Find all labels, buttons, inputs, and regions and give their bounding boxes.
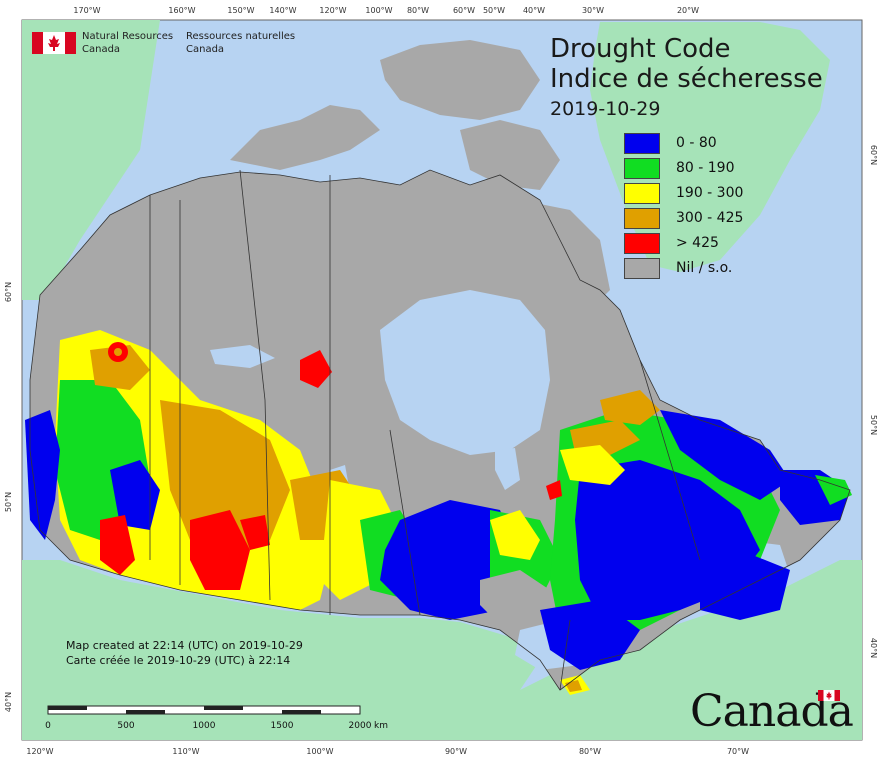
- graticule-label: 160°W: [168, 6, 195, 15]
- james-bay: [495, 448, 520, 490]
- legend-swatch: [624, 233, 660, 254]
- graticule-label: 120°W: [26, 747, 53, 756]
- dc-yellow-on: [490, 510, 540, 560]
- graticule-label: 80°W: [579, 747, 601, 756]
- graticule-label: 20°W: [677, 6, 699, 15]
- created-en: Map created at 22:14 (UTC) on 2019-10-29: [66, 639, 303, 652]
- agency-name-en: Natural Resources Canada: [82, 31, 174, 55]
- graticule-label: 150°W: [227, 6, 254, 15]
- great-slave-lake: [210, 345, 275, 368]
- dc-orange-labrador: [600, 390, 660, 425]
- arctic-islands-1: [230, 105, 380, 170]
- graticule-label: 40°W: [523, 6, 545, 15]
- graticule-label: 60°N: [4, 282, 13, 302]
- graticule-label: 50°N: [4, 492, 13, 512]
- legend-swatch: [624, 183, 660, 204]
- scale-label: 2000: [349, 721, 372, 731]
- legend-swatch: [624, 258, 660, 279]
- scale-label: 500: [117, 721, 134, 731]
- graticule-label: 100°W: [365, 6, 392, 15]
- graticule-top-labels: 170°W 160°W 150°W 140°W 120°W 100°W 80°W 60°W 50…: [73, 6, 699, 15]
- dc-blue-bc-interior: [110, 460, 160, 530]
- map-credits: Map created at 22:14 (UTC) on 2019-10-29…: [66, 638, 303, 668]
- dc-red-ring-hole: [114, 348, 122, 356]
- graticule-label: 140°W: [269, 6, 296, 15]
- usa-land: [22, 560, 862, 740]
- dc-green-nfld: [815, 475, 852, 505]
- wordmark-flag-icon: [818, 690, 840, 701]
- graticule-label: 120°W: [319, 6, 346, 15]
- graticule-label: 60°N: [869, 145, 878, 165]
- legend-swatch: [624, 208, 660, 229]
- map-title: Drought Code Indice de sécheresse 2019-1…: [550, 34, 823, 122]
- title-english: Drought Code: [550, 34, 731, 64]
- dc-blue-maritimes: [700, 550, 790, 620]
- legend-label: 80 - 190: [676, 160, 735, 176]
- graticule-label: 90°W: [445, 747, 467, 756]
- legend-swatch: [624, 158, 660, 179]
- graticule-label: 70°W: [727, 747, 749, 756]
- scale-bar: 0 500 1000 1500 2000 km: [45, 705, 388, 731]
- province-borders: [149, 169, 701, 691]
- baffin-island: [520, 200, 610, 310]
- legend-label: 300 - 425: [676, 210, 744, 226]
- graticule-label: 40°N: [869, 638, 878, 658]
- dc-red-bc: [100, 515, 135, 575]
- created-fr: Carte créée le 2019-10-29 (UTC) à 22:14: [66, 654, 291, 667]
- graticule-label: 30°W: [582, 6, 604, 15]
- graticule-label: 100°W: [306, 747, 333, 756]
- arctic-islands-4: [300, 190, 400, 240]
- graticule-left-labels: 60°N 50°N 40°N: [4, 282, 13, 712]
- hudson-bay: [380, 290, 550, 455]
- graticule-bottom-labels: 120°W 110°W 100°W 90°W 80°W 70°W: [26, 747, 749, 756]
- arctic-islands-3: [460, 120, 560, 190]
- graticule-label: 80°W: [407, 6, 429, 15]
- canada-outline: [29, 169, 851, 691]
- dc-red-hudson: [546, 480, 562, 500]
- agency-name-fr: Ressources naturelles Canada: [186, 31, 296, 55]
- dc-red-nwt: [300, 350, 332, 388]
- canada-wordmark: Canada: [690, 688, 860, 736]
- scale-label: 0: [45, 721, 51, 731]
- scale-unit: km: [374, 721, 388, 731]
- scale-label: 1000: [193, 721, 216, 731]
- legend-label: Nil / s.o.: [676, 260, 733, 276]
- dc-red-ab: [190, 510, 250, 590]
- graticule-label: 50°N: [869, 415, 878, 435]
- alaska-land: [22, 20, 160, 300]
- legend-label: 190 - 300: [676, 185, 744, 201]
- title-french: Indice de sécheresse: [550, 64, 823, 94]
- dc-grey-on: [480, 570, 550, 625]
- graticule-label: 50°W: [483, 6, 505, 15]
- dc-yellow-qc: [560, 445, 625, 485]
- dc-orange-qc: [570, 420, 640, 455]
- graticule-label: 60°W: [453, 6, 475, 15]
- canada-flag-icon: [32, 32, 76, 54]
- dc-red-sk: [240, 515, 270, 550]
- scale-label: 1500: [271, 721, 294, 731]
- dc-orange-ab2: [90, 345, 150, 390]
- dc-blue-bc-coast: [25, 410, 60, 540]
- graticule-label: 170°W: [73, 6, 100, 15]
- graticule-label: 110°W: [172, 747, 199, 756]
- legend-label: 0 - 80: [676, 135, 717, 151]
- graticule-label: 40°N: [4, 692, 13, 712]
- arctic-islands-2: [380, 40, 540, 120]
- legend-swatch: [624, 133, 660, 154]
- nrcan-signature: Natural Resources Canada Ressources natu…: [32, 30, 332, 58]
- title-date: 2019-10-29: [550, 98, 661, 120]
- legend-label: > 425: [676, 235, 719, 251]
- dc-blue-labrador: [660, 410, 790, 500]
- graticule-right-labels: 60°N 50°N 40°N: [869, 145, 878, 658]
